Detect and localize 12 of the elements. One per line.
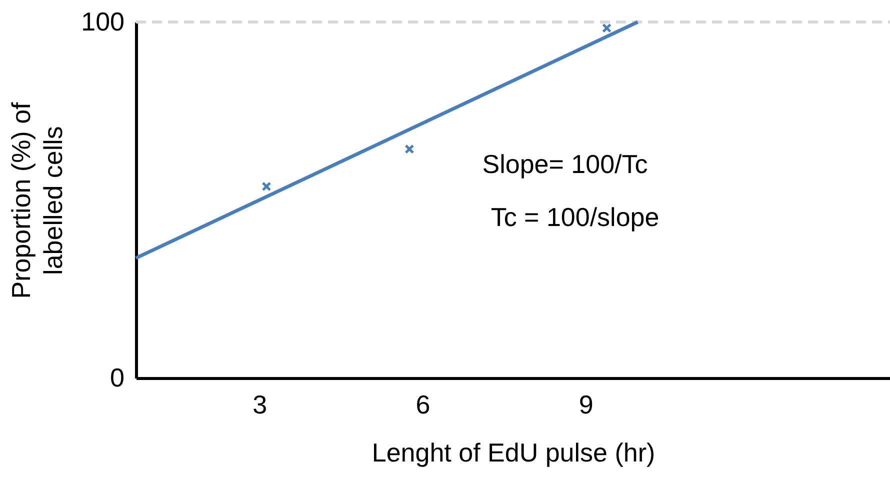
x-tick-label: 3 <box>252 390 268 420</box>
y-tick-label: 100 <box>81 6 124 36</box>
y-axis-title: Proportion (%) of labelled cells <box>6 101 68 299</box>
x-tick-label: 6 <box>416 390 430 420</box>
annotation: Tc = 100/slope <box>490 202 660 232</box>
point <box>404 144 414 154</box>
y-tick-label: 0 <box>110 362 124 392</box>
x-tick-label: 9 <box>578 390 594 420</box>
x-axis-title: Lenght of EdU pulse (hr) <box>372 438 656 468</box>
point <box>262 182 272 192</box>
annotation: Slope= 100/Tc <box>482 149 648 179</box>
point <box>602 23 612 33</box>
